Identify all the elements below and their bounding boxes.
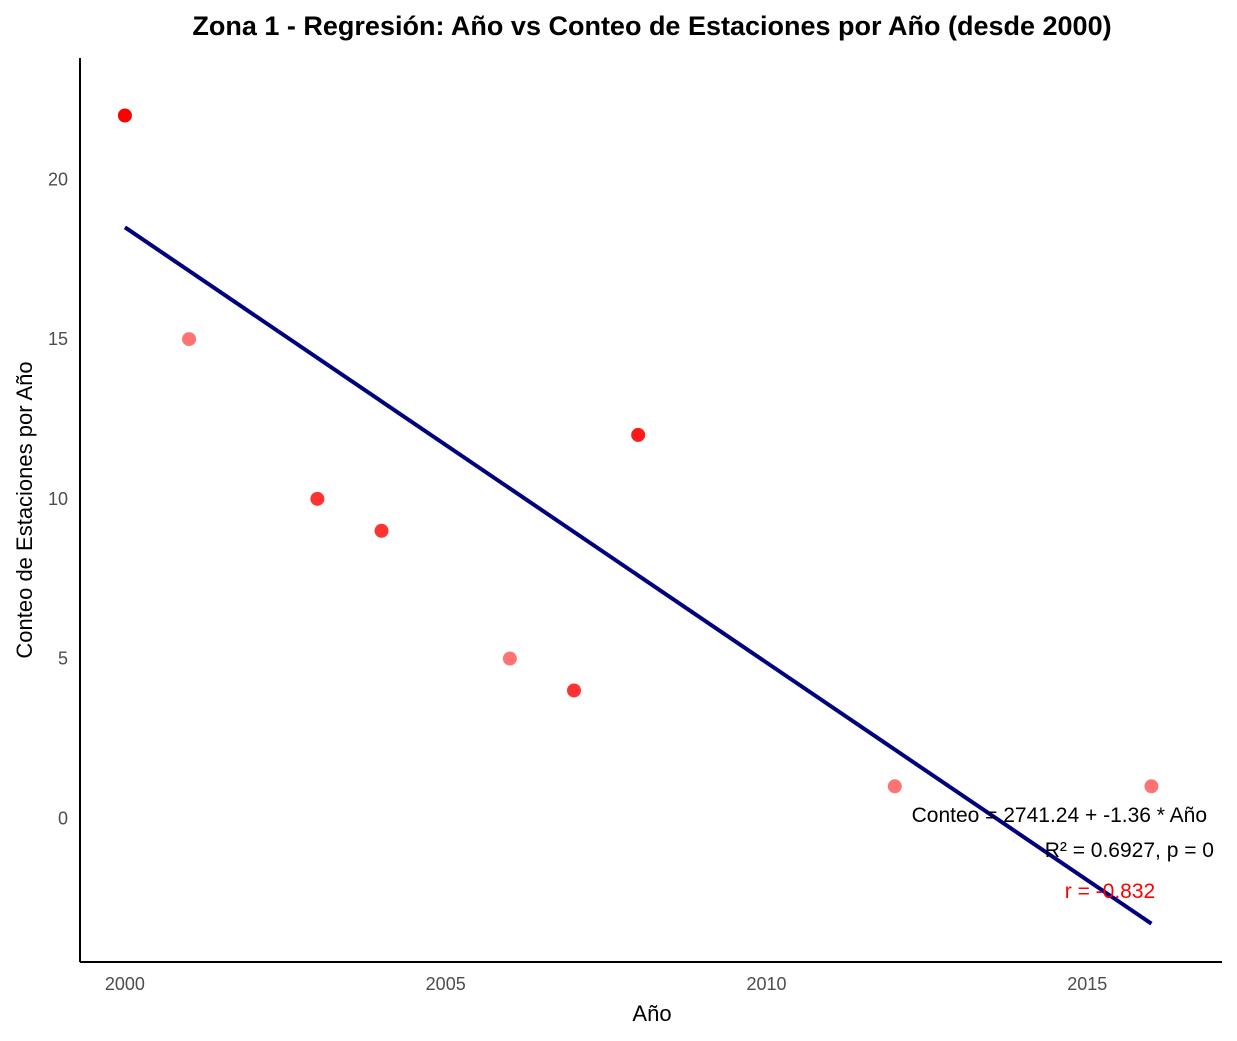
data-point — [117, 108, 132, 123]
y-axis-label: Conteo de Estaciones por Año — [12, 361, 37, 658]
x-axis-label: Año — [632, 1001, 671, 1026]
x-tick-label: 2015 — [1067, 974, 1107, 994]
data-points — [117, 108, 1159, 794]
data-point — [502, 651, 517, 666]
regression-equation: Conteo = 2741.24 + -1.36 * Año — [912, 804, 1207, 827]
chart-title: Zona 1 - Regresión: Año vs Conteo de Est… — [192, 11, 1111, 41]
y-tick-label: 10 — [48, 489, 68, 509]
x-tick-label: 2005 — [426, 974, 466, 994]
x-tick-label: 2000 — [105, 974, 145, 994]
y-tick-label: 0 — [58, 808, 68, 828]
x-tick-labels: 2000 2005 2010 2015 — [105, 974, 1107, 994]
correlation-label: r = -0.832 — [1065, 880, 1155, 903]
y-tick-labels: 0 5 10 15 20 — [48, 169, 68, 828]
y-tick-label: 5 — [58, 649, 68, 669]
data-point — [182, 332, 197, 347]
regression-line — [123, 225, 1153, 926]
data-point — [310, 491, 325, 506]
data-point — [1144, 779, 1159, 794]
data-point — [887, 779, 902, 794]
r-squared-label: R² = 0.6927, p = 0 — [1045, 839, 1214, 862]
y-tick-label: 15 — [48, 329, 68, 349]
data-point — [567, 683, 582, 698]
x-tick-label: 2010 — [746, 974, 786, 994]
data-point — [374, 523, 389, 538]
y-tick-label: 20 — [48, 169, 68, 189]
data-point — [631, 427, 646, 442]
